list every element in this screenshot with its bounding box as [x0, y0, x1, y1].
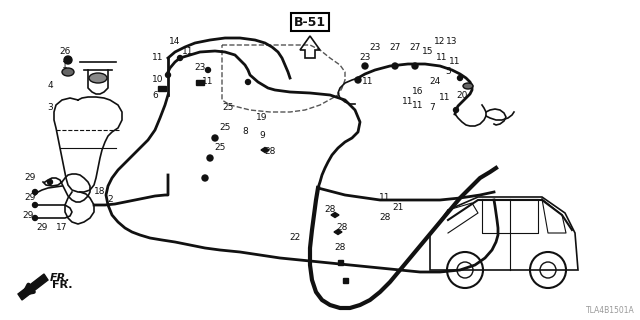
Text: 19: 19 [256, 114, 268, 123]
Text: 12: 12 [435, 37, 445, 46]
Circle shape [166, 73, 170, 77]
Circle shape [207, 155, 213, 161]
Text: 28: 28 [264, 148, 276, 156]
Polygon shape [18, 274, 48, 300]
Text: 23: 23 [369, 44, 381, 52]
Text: 8: 8 [242, 127, 248, 137]
Text: 11: 11 [380, 194, 391, 203]
Text: 28: 28 [336, 223, 348, 233]
Text: 25: 25 [214, 143, 226, 153]
Text: 11: 11 [439, 93, 451, 102]
Text: 15: 15 [422, 47, 434, 57]
Text: FR.: FR. [50, 273, 71, 283]
Text: 28: 28 [324, 205, 336, 214]
Circle shape [362, 63, 368, 69]
Text: 25: 25 [222, 103, 234, 113]
Text: B-51: B-51 [294, 15, 326, 28]
Polygon shape [261, 148, 269, 153]
Text: 11: 11 [403, 98, 413, 107]
Text: TLA4B1501A: TLA4B1501A [586, 306, 635, 315]
Text: 27: 27 [410, 44, 420, 52]
Text: 20: 20 [456, 91, 468, 100]
Circle shape [33, 189, 38, 195]
Text: 21: 21 [392, 204, 404, 212]
Circle shape [458, 76, 463, 81]
Text: 23: 23 [359, 53, 371, 62]
Ellipse shape [89, 73, 107, 83]
Text: 7: 7 [429, 103, 435, 113]
Text: 28: 28 [380, 213, 390, 222]
Text: 24: 24 [429, 77, 440, 86]
Text: 6: 6 [152, 91, 158, 100]
Circle shape [355, 77, 361, 83]
Circle shape [454, 108, 458, 113]
Circle shape [47, 180, 52, 185]
Text: 9: 9 [259, 131, 265, 140]
Text: 27: 27 [389, 44, 401, 52]
Text: 16: 16 [412, 87, 424, 97]
Text: 29: 29 [36, 223, 48, 233]
Text: 28: 28 [334, 244, 346, 252]
Polygon shape [331, 212, 339, 218]
Bar [337, 260, 342, 265]
Circle shape [412, 63, 418, 69]
Circle shape [33, 203, 38, 207]
Text: 29: 29 [24, 173, 36, 182]
Bar [196, 79, 204, 84]
Polygon shape [334, 229, 342, 235]
Circle shape [64, 56, 72, 64]
Text: 14: 14 [170, 37, 180, 46]
Text: 11: 11 [202, 77, 214, 86]
Text: 22: 22 [289, 234, 301, 243]
Text: 29: 29 [22, 211, 34, 220]
Circle shape [33, 215, 38, 220]
Ellipse shape [463, 83, 473, 89]
Text: 11: 11 [449, 58, 461, 67]
Circle shape [392, 63, 398, 69]
Text: 1: 1 [62, 60, 68, 69]
Text: 4: 4 [47, 81, 53, 90]
Circle shape [177, 55, 182, 60]
Text: 18: 18 [94, 188, 106, 196]
Text: 23: 23 [195, 63, 205, 73]
Text: 29: 29 [24, 194, 36, 203]
Text: 11: 11 [362, 77, 374, 86]
Text: 11: 11 [412, 100, 424, 109]
Text: 17: 17 [56, 223, 68, 233]
Text: 11: 11 [152, 52, 164, 61]
Text: 11: 11 [182, 47, 194, 57]
Text: 2: 2 [107, 196, 113, 204]
Circle shape [202, 175, 208, 181]
Ellipse shape [62, 68, 74, 76]
Circle shape [205, 68, 211, 73]
Circle shape [246, 79, 250, 84]
Text: 10: 10 [152, 76, 164, 84]
Text: 3: 3 [47, 103, 53, 113]
Text: 13: 13 [446, 37, 458, 46]
Circle shape [212, 135, 218, 141]
Text: 11: 11 [436, 53, 448, 62]
Text: FR.: FR. [52, 280, 72, 290]
Text: 5: 5 [445, 68, 451, 76]
Bar [158, 85, 166, 91]
Bar [342, 277, 348, 283]
Text: 25: 25 [220, 124, 230, 132]
Text: 26: 26 [60, 47, 70, 57]
